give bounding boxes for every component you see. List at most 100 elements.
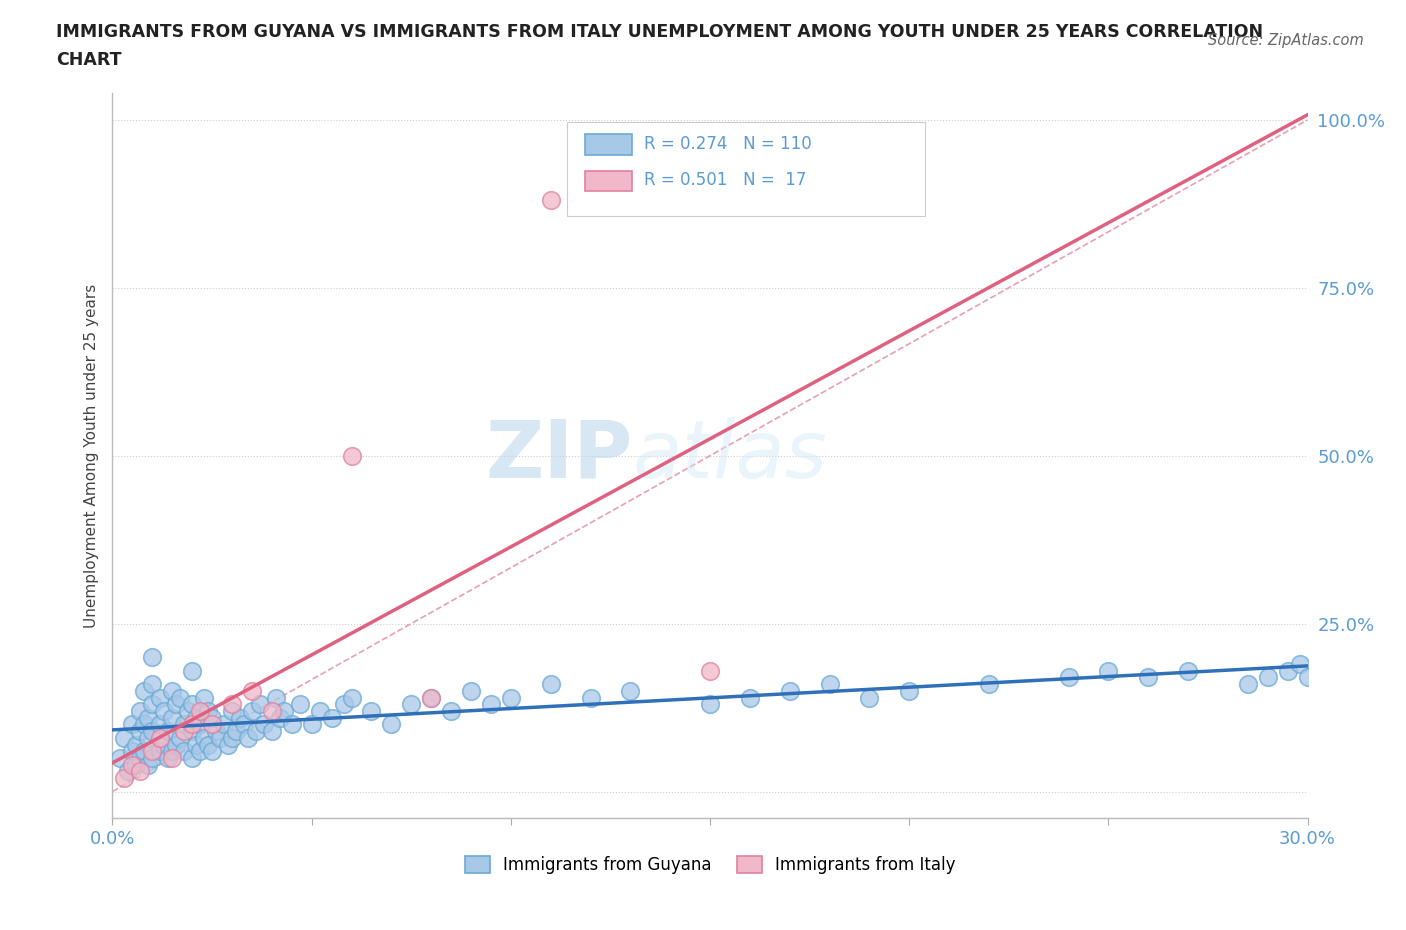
Point [301,717,323,732]
Point [281,717,304,732]
Text: R = 0.501   N =  17: R = 0.501 N = 17 [644,171,807,189]
Point [141,650,163,665]
Point [181,697,204,711]
Point [221,697,243,711]
Point [121,757,143,772]
Point [129,703,152,718]
Point [186,737,208,752]
Point [499,690,522,705]
Point [138,757,160,772]
Text: R = 0.274   N = 110: R = 0.274 N = 110 [644,135,813,153]
Point [269,711,291,725]
Point [125,757,148,772]
Point [141,697,163,711]
Point [699,663,721,678]
Point [134,684,156,698]
Point [201,744,224,759]
Point [221,730,243,745]
Point [169,690,191,705]
Point [229,711,252,725]
Point [1137,670,1160,684]
Point [134,717,156,732]
Point [233,717,256,732]
Point [1237,677,1260,692]
Point [153,703,176,718]
Point [420,690,443,705]
Point [186,711,208,725]
Text: CHART: CHART [56,51,122,69]
Point [205,724,228,738]
Point [1316,663,1339,678]
Point [1296,670,1319,684]
Point [153,737,176,752]
Point [579,690,602,705]
Point [1177,663,1199,678]
Point [141,677,163,692]
Point [619,684,641,698]
Point [162,684,183,698]
Point [1376,657,1399,671]
Point [188,717,211,732]
Text: Source: ZipAtlas.com: Source: ZipAtlas.com [1208,33,1364,47]
Point [193,690,215,705]
Point [162,711,183,725]
Point [138,730,160,745]
Point [149,690,172,705]
Point [479,697,502,711]
Point [260,703,283,718]
Point [225,724,247,738]
Point [264,690,287,705]
Point [114,730,135,745]
Point [360,703,382,718]
Point [699,697,721,711]
Bar [585,170,633,191]
Point [129,751,152,765]
Point [308,703,330,718]
Bar [585,134,633,154]
Point [245,724,267,738]
Legend: Immigrants from Guyana, Immigrants from Italy: Immigrants from Guyana, Immigrants from … [457,848,963,883]
Text: IMMIGRANTS FROM GUYANA VS IMMIGRANTS FROM ITALY UNEMPLOYMENT AMONG YOUTH UNDER 2: IMMIGRANTS FROM GUYANA VS IMMIGRANTS FRO… [56,23,1264,41]
Point [236,730,259,745]
Point [1336,657,1358,671]
Point [141,751,163,765]
Point [977,677,1000,692]
Point [141,744,163,759]
Point [1396,650,1406,665]
Point [380,717,402,732]
Point [260,724,283,738]
Point [253,717,276,732]
FancyBboxPatch shape [567,122,925,217]
Point [162,744,183,759]
Point [149,730,172,745]
Point [332,697,354,711]
Text: ZIP: ZIP [485,417,633,495]
Point [162,751,183,765]
Point [249,697,271,711]
Point [188,703,211,718]
Point [121,744,143,759]
Point [217,737,239,752]
Y-axis label: Unemployment Among Youth under 25 years: Unemployment Among Youth under 25 years [83,284,98,628]
Point [114,771,135,786]
Point [177,703,200,718]
Point [288,697,311,711]
Point [240,684,263,698]
Point [173,744,195,759]
Point [181,724,204,738]
Point [420,690,443,705]
Point [240,703,263,718]
Point [173,717,195,732]
Point [340,690,363,705]
Point [129,724,152,738]
Point [188,744,211,759]
Point [340,448,363,463]
Point [273,703,295,718]
Point [1288,657,1310,671]
Point [460,684,482,698]
Point [149,744,172,759]
Point [221,703,243,718]
Point [540,677,562,692]
Point [540,193,562,208]
Text: atlas: atlas [633,417,827,495]
